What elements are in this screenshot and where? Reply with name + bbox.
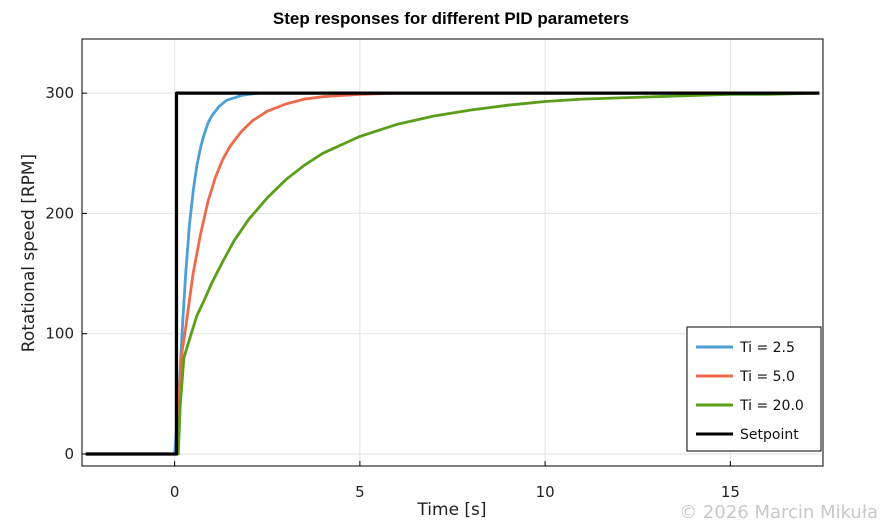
x-axis-ticks: 0 5 10 15 <box>170 461 740 501</box>
y-tick-label: 0 <box>64 445 74 463</box>
legend-label: Ti = 2.5 <box>739 340 795 356</box>
y-tick-label: 300 <box>45 84 74 102</box>
series-line-3 <box>85 91 820 456</box>
series-line-2 <box>85 91 820 456</box>
plot-area <box>81 38 824 467</box>
series-lines <box>85 91 820 456</box>
x-tick-label: 15 <box>721 483 740 501</box>
legend-label: Ti = 20.0 <box>739 398 804 414</box>
x-tick-label: 10 <box>536 483 555 501</box>
y-tick-label: 100 <box>45 325 74 343</box>
watermark: © 2026 Marcin Mikuła <box>679 502 878 523</box>
legend: Ti = 2.5 Ti = 5.0 Ti = 20.0 Setpoint <box>686 326 822 452</box>
y-axis-label: Rotational speed [RPM] <box>19 154 39 352</box>
x-tick-label: 5 <box>355 483 365 501</box>
legend-label: Setpoint <box>740 427 799 443</box>
y-axis-ticks: 0 100 200 300 <box>45 84 87 463</box>
x-axis-label: Time [s] <box>416 500 486 520</box>
x-tick-label: 0 <box>170 483 180 501</box>
chart-title: Step responses for different PID paramet… <box>273 9 629 28</box>
y-tick-label: 200 <box>45 204 74 222</box>
legend-label: Ti = 5.0 <box>739 369 795 385</box>
